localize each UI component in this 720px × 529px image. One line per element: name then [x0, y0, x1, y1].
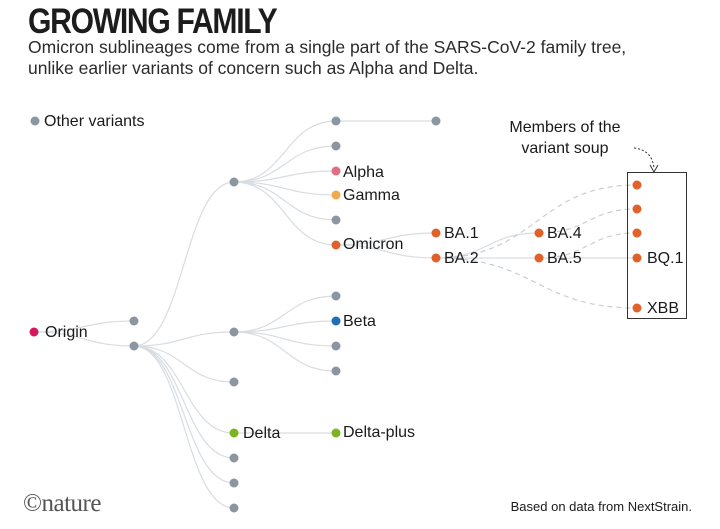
node-a2 — [331, 141, 341, 151]
node-beta — [331, 316, 341, 326]
label-ba2: BA.2 — [444, 250, 479, 267]
chart-subtitle: Omicron sublineages come from a single p… — [28, 37, 627, 78]
link-h1-gamma — [233, 181, 337, 196]
node-alpha — [331, 166, 341, 176]
link-o2-h5 — [133, 345, 235, 459]
link-h1-a2 — [233, 145, 337, 183]
node-ba1 — [431, 228, 441, 238]
node-h1 — [229, 177, 239, 187]
annotation-arrow-line — [633, 147, 655, 169]
node-deltaplus — [331, 428, 341, 438]
node-delta — [229, 428, 239, 438]
tree-links — [33, 120, 637, 509]
label-beta: Beta — [343, 313, 376, 330]
link-h2-beta — [233, 320, 337, 333]
annotation-line-1: Members of the — [509, 119, 620, 136]
label-origin: Origin — [45, 324, 88, 341]
variant-soup-dashed-links — [435, 184, 638, 309]
node-h5 — [229, 453, 239, 463]
link-o2-h6 — [133, 345, 235, 484]
annotation-arrowhead-icon — [649, 164, 659, 174]
node-a5 — [331, 215, 341, 225]
label-alpha: Alpha — [343, 164, 384, 181]
node-ba4 — [534, 228, 544, 238]
link-origin-o2 — [33, 331, 135, 347]
node-ba5 — [534, 253, 544, 263]
node-o2 — [129, 341, 139, 351]
node-h7 — [229, 503, 239, 513]
node-h3 — [229, 377, 239, 387]
annotation-line-2: variant soup — [521, 140, 608, 157]
node-a1b — [431, 116, 441, 126]
link-o2-h2 — [133, 331, 235, 347]
node-ba2 — [431, 253, 441, 263]
link-origin-o1 — [33, 320, 135, 333]
node-b3 — [331, 341, 341, 351]
node-o1 — [129, 316, 139, 326]
node-h6 — [229, 478, 239, 488]
label-ba5: BA.5 — [547, 250, 582, 267]
dashed-link-ba2-s1 — [435, 184, 638, 259]
node-xbb — [632, 303, 642, 313]
label-xbb: XBB — [647, 300, 679, 317]
node-gamma — [331, 190, 341, 200]
node-omicron — [331, 240, 341, 250]
link-h1-alpha — [233, 170, 337, 183]
link-h2-b4 — [233, 331, 337, 372]
node-s1 — [632, 180, 642, 190]
link-h1-a5 — [233, 181, 337, 221]
link-h1-omicron — [233, 181, 337, 246]
link-o2-h7 — [133, 345, 235, 509]
node-h2 — [229, 327, 239, 337]
label-omicron: Omicron — [343, 236, 403, 253]
link-ba2-ba4 — [435, 232, 540, 259]
link-h1-a1 — [233, 120, 337, 183]
link-omicron-ba1 — [335, 232, 437, 246]
tree-nodes — [29, 116, 642, 513]
label-bq1: BQ.1 — [647, 250, 684, 267]
label-ba4: BA.4 — [547, 225, 582, 242]
nature-logo: ©nature — [23, 490, 101, 517]
node-bq1 — [632, 253, 642, 263]
variant-soup-box — [627, 172, 687, 319]
node-b4 — [331, 366, 341, 376]
node-s2 — [632, 204, 642, 214]
node-s3 — [632, 228, 642, 238]
node-b1 — [331, 291, 341, 301]
label-delta-plus: Delta-plus — [343, 424, 415, 441]
link-h2-b3 — [233, 331, 337, 347]
source-note: Based on data from NextStrain. — [510, 499, 692, 514]
node-legend — [30, 116, 40, 126]
label-delta: Delta — [243, 425, 280, 442]
link-o2-delta — [133, 345, 235, 434]
node-a1 — [331, 116, 341, 126]
label-gamma: Gamma — [343, 187, 400, 204]
link-h2-b1 — [233, 295, 337, 333]
link-o2-h1 — [133, 181, 235, 347]
chart-title: GROWING FAMILY — [28, 2, 278, 41]
legend-label-other-variants: Other variants — [44, 113, 144, 130]
label-ba1: BA.1 — [444, 225, 479, 242]
link-omicron-ba2 — [335, 244, 437, 259]
node-origin — [29, 327, 39, 337]
link-o2-h3 — [133, 345, 235, 383]
